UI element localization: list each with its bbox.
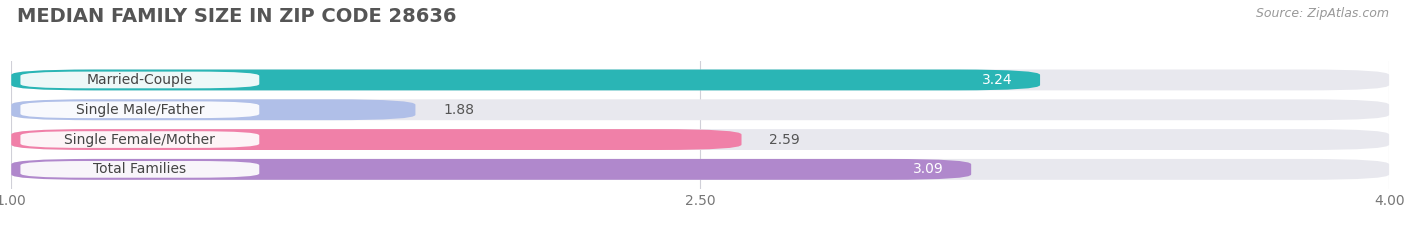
FancyBboxPatch shape [11, 69, 1040, 90]
FancyBboxPatch shape [21, 101, 259, 118]
FancyBboxPatch shape [11, 69, 1389, 90]
Text: Total Families: Total Families [93, 162, 187, 176]
Text: 1.88: 1.88 [443, 103, 474, 117]
FancyBboxPatch shape [11, 159, 972, 180]
FancyBboxPatch shape [11, 129, 741, 150]
Text: Single Female/Mother: Single Female/Mother [65, 133, 215, 147]
FancyBboxPatch shape [11, 99, 415, 120]
FancyBboxPatch shape [21, 131, 259, 148]
FancyBboxPatch shape [11, 159, 1389, 180]
Text: 3.09: 3.09 [912, 162, 943, 176]
Text: MEDIAN FAMILY SIZE IN ZIP CODE 28636: MEDIAN FAMILY SIZE IN ZIP CODE 28636 [17, 7, 457, 26]
FancyBboxPatch shape [21, 161, 259, 178]
Text: 2.59: 2.59 [769, 133, 800, 147]
FancyBboxPatch shape [11, 99, 1389, 120]
Text: 3.24: 3.24 [981, 73, 1012, 87]
Text: Source: ZipAtlas.com: Source: ZipAtlas.com [1256, 7, 1389, 20]
FancyBboxPatch shape [21, 72, 259, 88]
Text: Married-Couple: Married-Couple [87, 73, 193, 87]
Text: Single Male/Father: Single Male/Father [76, 103, 204, 117]
FancyBboxPatch shape [11, 129, 1389, 150]
